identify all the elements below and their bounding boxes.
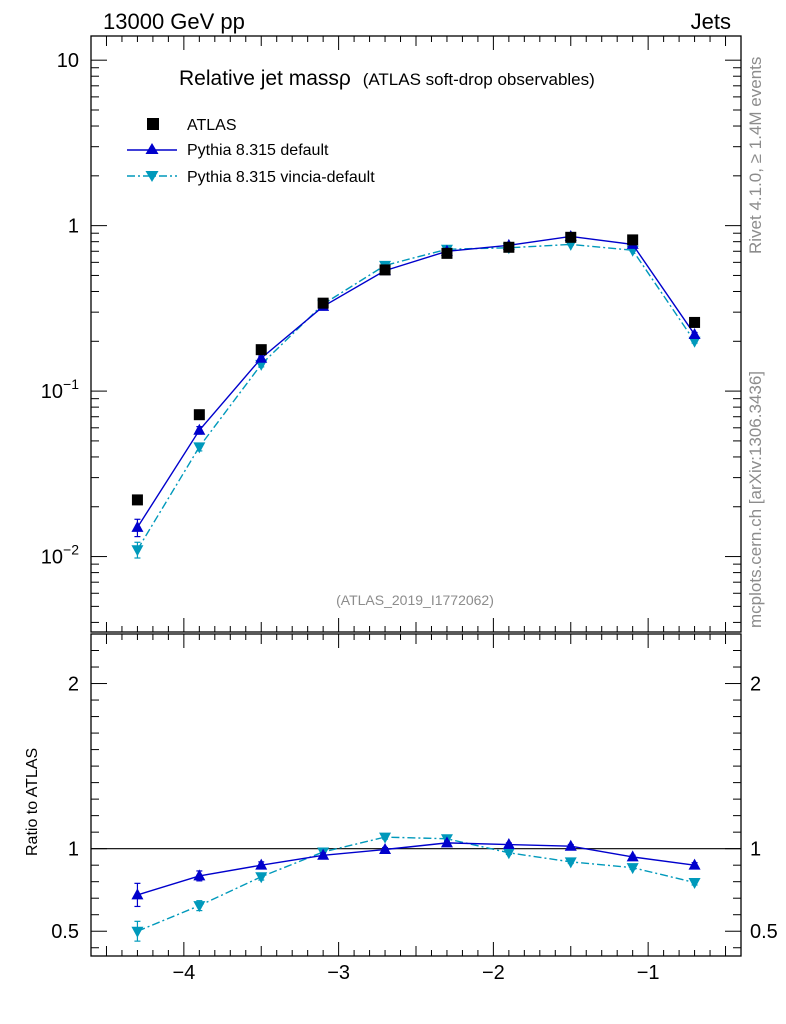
legend-atlas-marker: [147, 118, 159, 130]
x-tick-label: −1: [637, 962, 660, 984]
ratio-data-point: [131, 888, 144, 900]
y-tick-label-main: 10−1: [41, 376, 79, 403]
ratio-data-point: [688, 878, 701, 890]
main-data-point: [193, 423, 206, 435]
y-tick-label-ratio-right: 0.5: [750, 921, 778, 943]
y-tick-base: 10: [57, 50, 79, 72]
y-tick-label-ratio-right: 2: [750, 674, 761, 696]
data-series: [91, 229, 741, 942]
legend-default-label: Pythia 8.315 default: [187, 142, 329, 159]
ratio-series-line: [137, 842, 695, 896]
y-tick-label-ratio: 2: [68, 674, 79, 696]
main-data-point: [688, 336, 701, 348]
y-tick-base: 1: [68, 216, 79, 238]
legend-vincia-label: Pythia 8.315 vincia-default: [187, 169, 375, 186]
ratio-axis-label: Ratio to ATLAS: [24, 748, 41, 856]
legend-default-marker: [145, 143, 159, 154]
ratio-data-point: [379, 832, 392, 844]
ratio-data-point: [255, 872, 268, 884]
rivet-version-label: Rivet 4.1.0, ≥ 1.4M events: [746, 57, 765, 254]
legend-atlas-label: ATLAS: [187, 117, 237, 134]
main-data-point: [689, 316, 701, 328]
legend-vincia-marker: [145, 171, 159, 182]
ratio-series-line: [137, 836, 695, 932]
legend: ATLAS Pythia 8.315 default Pythia 8.315 …: [127, 117, 375, 186]
mcplots-site-label: mcplots.cern.ch [arXiv:1306.3436]: [746, 371, 765, 628]
main-data-point: [255, 344, 267, 356]
main-data-point: [131, 545, 144, 557]
y-tick-label-main: 10: [57, 50, 79, 72]
main-data-point: [131, 520, 144, 532]
main-data-point: [503, 241, 515, 253]
ratio-data-point: [626, 850, 639, 862]
ratio-data-point: [502, 848, 515, 860]
x-tick-label: −2: [482, 962, 505, 984]
main-data-point: [379, 264, 391, 276]
axis-ticks: [90, 36, 742, 956]
ratio-data-point: [564, 839, 577, 851]
y-tick-base: 10: [41, 547, 63, 569]
main-data-point: [317, 297, 329, 309]
main-data-point: [441, 247, 453, 259]
ratio-data-point: [193, 869, 206, 881]
analysis-id-label: (ATLAS_2019_I1772062): [336, 592, 494, 608]
chart-title-symbol: ρ: [339, 67, 351, 90]
y-tick-label-ratio-right: 1: [750, 839, 761, 861]
y-tick-label-ratio: 0.5: [51, 921, 79, 943]
y-tick-label-main: 1: [68, 216, 79, 238]
chart-title-main: Relative jet mass: [179, 67, 339, 90]
y-tick-exponent: −1: [63, 376, 79, 392]
main-data-point: [627, 234, 639, 246]
ratio-data-point: [502, 838, 515, 850]
chart-title-sub: (ATLAS soft-drop observables): [363, 70, 595, 89]
ratio-data-point: [193, 901, 206, 913]
main-data-point: [565, 231, 577, 243]
chart-title: Relative jet massρ (ATLAS soft-drop obse…: [179, 67, 595, 90]
main-data-point: [193, 442, 206, 454]
y-tick-label-main: 10−2: [41, 542, 79, 569]
ratio-data-point: [564, 857, 577, 869]
ratio-data-point: [440, 836, 453, 848]
main-series-line: [136, 235, 696, 528]
y-tick-label-ratio: 1: [68, 839, 79, 861]
ratio-data-point: [688, 858, 701, 870]
x-tick-label: −4: [172, 962, 195, 984]
x-tick-label: −3: [327, 962, 350, 984]
main-data-point: [131, 494, 143, 506]
ratio-data-point: [131, 926, 144, 938]
ratio-data-point: [317, 848, 330, 860]
y-tick-exponent: −2: [63, 542, 79, 558]
ratio-plot-frame: [90, 633, 742, 957]
main-data-point: [688, 327, 701, 339]
main-data-point: [193, 409, 205, 421]
ratio-data-point: [379, 842, 392, 854]
main-series-line: [136, 243, 696, 551]
energy-label: 13000 GeV pp: [103, 9, 245, 34]
main-data-point: [255, 351, 268, 363]
ratio-data-point: [255, 858, 268, 870]
process-label: Jets: [691, 9, 731, 34]
ratio-data-point: [626, 863, 639, 875]
y-tick-base: 10: [41, 381, 63, 403]
